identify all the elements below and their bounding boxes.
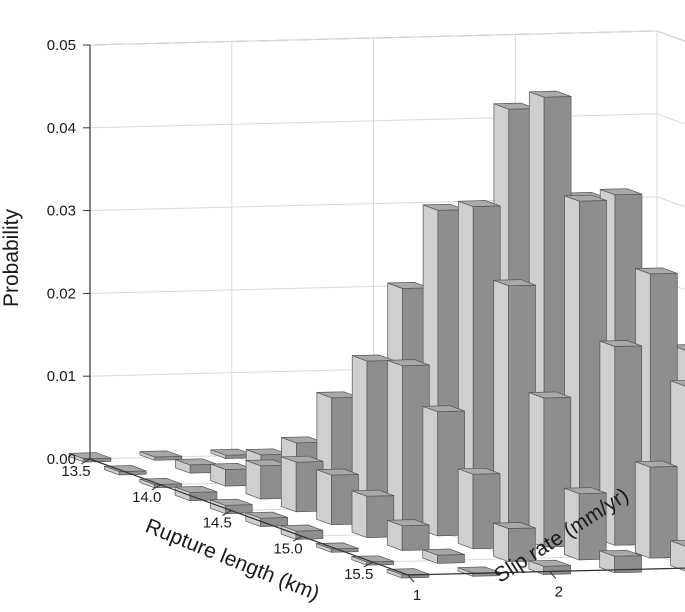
z-tick-label: 0.00 xyxy=(47,451,76,468)
bar-face-side xyxy=(437,554,465,564)
wall-top-edge-right xyxy=(656,30,685,42)
x-tick-label: 14.0 xyxy=(132,489,161,506)
grid-line-z xyxy=(656,113,685,125)
bar-face-front xyxy=(528,392,545,548)
x-tick-label: 13.5 xyxy=(61,463,90,480)
bar-face-front xyxy=(245,460,262,500)
bar-2-0 xyxy=(139,478,182,489)
z-tick-label: 0.02 xyxy=(47,285,76,302)
bar-face-side xyxy=(295,530,324,540)
bar-face-top xyxy=(245,511,288,519)
bar-face-side xyxy=(401,524,430,551)
bar-face-top xyxy=(528,391,572,399)
bar-face-top xyxy=(670,380,685,387)
bar-face-front xyxy=(422,405,439,537)
bar-face-top xyxy=(387,359,430,367)
bar-face-top xyxy=(139,478,182,485)
bar-face-top xyxy=(422,548,465,556)
y-tick-mark xyxy=(549,571,557,579)
bar-8-3 xyxy=(564,487,607,561)
x-tick-mark xyxy=(80,458,91,465)
bar-face-side xyxy=(543,565,571,575)
z-tick-label: 0.04 xyxy=(47,120,76,137)
bar-face-top xyxy=(564,194,607,202)
bar-9-3 xyxy=(599,549,642,574)
axes-group xyxy=(80,44,685,583)
bars-group xyxy=(68,90,685,579)
bar-face-side xyxy=(260,517,288,527)
x-tick-mark xyxy=(151,484,161,491)
bar-0-1 xyxy=(139,450,183,461)
z-tick-label: 0.03 xyxy=(47,203,76,220)
bar-3-0 xyxy=(174,485,218,502)
z-tick-label: 0.05 xyxy=(47,37,76,54)
y-axis-line xyxy=(407,567,685,576)
x-tick-label: 15.0 xyxy=(273,540,302,557)
bar-face-top xyxy=(634,460,678,468)
grid-line-z xyxy=(656,30,685,42)
bar-face-front xyxy=(670,540,685,572)
bar-face-top xyxy=(528,559,571,567)
bar-8-0 xyxy=(351,555,394,566)
bar-face-top xyxy=(458,200,501,207)
bar-6-0 xyxy=(280,524,324,540)
bar-face-top xyxy=(104,465,147,472)
bar-face-top xyxy=(316,542,359,550)
bar-face-top xyxy=(599,340,643,347)
bar-face-top xyxy=(139,450,183,458)
z-tick-label: 0.01 xyxy=(47,368,76,385)
bar-face-top xyxy=(280,455,324,463)
y-tick-label: 1 xyxy=(413,587,421,604)
bar-face-top xyxy=(493,522,536,529)
tick-labels: 0.00 0.01 0.02 0.03 0.04 0.05 13.5 14.0 14.5 15.0… xyxy=(47,37,563,604)
bar-face-top xyxy=(351,489,395,497)
y-tick-label: 2 xyxy=(555,584,563,601)
bar-4-0 xyxy=(210,498,253,514)
y-tick-mark xyxy=(407,574,415,583)
bar-9-4 xyxy=(670,540,685,572)
bar-face-top xyxy=(457,467,501,475)
bar-face-top xyxy=(599,549,642,557)
x-tick-mark xyxy=(292,535,303,542)
x-tick-label: 14.5 xyxy=(203,515,232,532)
bar-face-top xyxy=(351,555,394,563)
bar-face-top xyxy=(670,540,685,547)
z-axis-label: Probability xyxy=(0,208,23,307)
bar-face-top xyxy=(528,90,572,98)
bar-face-top xyxy=(635,267,678,275)
bar-face-front xyxy=(316,469,332,526)
bar-5-0 xyxy=(245,511,288,527)
bar-face-top xyxy=(316,468,359,476)
x-tick-mark xyxy=(363,561,373,568)
bar-face-front xyxy=(457,468,474,550)
bar-face-top xyxy=(174,485,218,493)
bar-face-front xyxy=(493,522,509,563)
bar-8-1 xyxy=(422,548,465,564)
bar-face-top xyxy=(599,188,643,196)
bar-face-front xyxy=(351,490,368,538)
bar-8-4 xyxy=(634,460,678,559)
bar-face-front xyxy=(280,456,297,513)
bar-face-top xyxy=(422,405,465,413)
bar-face-top xyxy=(280,524,324,532)
bar-face-top xyxy=(386,519,430,527)
bar-face-top xyxy=(210,498,253,506)
bar-face-front xyxy=(634,461,651,559)
bar-9-1 xyxy=(457,566,501,577)
x-tick-label: 15.5 xyxy=(344,566,373,583)
bar-7-1 xyxy=(386,519,430,551)
x-tick-mark xyxy=(222,510,232,517)
bar-8-2 xyxy=(493,522,536,563)
bar-face-side xyxy=(189,491,218,502)
x-axis-line xyxy=(89,458,409,576)
bar-face-top xyxy=(564,487,607,495)
bar-face-top xyxy=(493,279,536,287)
